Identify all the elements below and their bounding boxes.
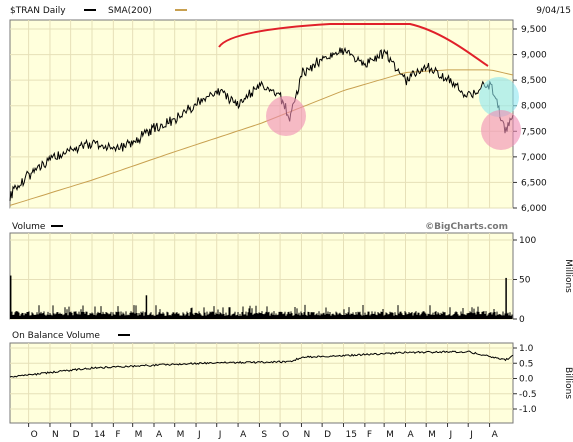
obv-tick-label: -1.0 (519, 405, 537, 415)
price-line (9, 46, 514, 201)
x-tick-label: M (386, 430, 394, 440)
x-tick-label: S (261, 430, 267, 440)
x-tick-label: 14 (94, 430, 106, 440)
obv-tick-label: -0.5 (519, 390, 537, 400)
price-tick-label: 7,500 (521, 127, 547, 137)
price-tick-label: 9,500 (521, 25, 547, 35)
obv-tick-label: 0.5 (519, 359, 533, 369)
volume-title: Volume (12, 222, 46, 232)
x-axis: O N D 14 F M A M J J A S O N D 15 F M A M J J A (28, 423, 499, 440)
volume-panel (9, 232, 514, 320)
volume-bars (9, 275, 513, 319)
symbol-label: $TRAN Daily (10, 6, 66, 16)
x-tick-label: N (303, 430, 310, 440)
price-tick-label: 8,000 (521, 102, 547, 112)
price-tick-label: 6,500 (521, 178, 547, 188)
price-tick-label: 9,000 (521, 51, 547, 61)
x-tick-label: A (408, 430, 415, 440)
x-tick-label: J (197, 430, 201, 440)
price-tick-label: 7,000 (521, 153, 547, 163)
volume-tick-label: 50 (519, 276, 531, 286)
obv-y-axis: 1.0 0.5 0.0 -0.5 -1.0 (513, 344, 537, 415)
x-tick-label: 15 (345, 430, 356, 440)
x-tick-label: J (469, 430, 473, 440)
highlight-circle-oct (266, 96, 306, 136)
sma-label: SMA(200) (108, 6, 152, 16)
price-tick-label: 8,500 (521, 76, 547, 86)
x-tick-label: N (52, 430, 59, 440)
x-tick-label: M (428, 430, 436, 440)
price-y-axis: 9,500 9,000 8,500 8,000 7,500 7,000 6,500 6,000 (513, 25, 547, 214)
x-tick-label: D (73, 430, 80, 440)
obv-grid (10, 343, 513, 423)
x-tick-label: O (31, 430, 38, 440)
x-tick-label: F (115, 430, 120, 440)
price-panel (9, 19, 514, 209)
x-tick-label: F (367, 430, 372, 440)
x-tick-label: A (492, 430, 499, 440)
volume-tick-label: 0 (519, 315, 525, 325)
obv-tick-label: 0.0 (519, 375, 534, 385)
highlight-circle-aug-cyan (479, 77, 519, 117)
watermark: ©BigCharts.com (425, 222, 508, 232)
x-tick-label: M (135, 430, 143, 440)
obv-unit-label: Billions (563, 367, 573, 399)
volume-unit-label: Millions (563, 259, 573, 293)
volume-tick-label: 100 (519, 236, 536, 246)
x-tick-label: M (177, 430, 185, 440)
annotation-arc-line (218, 23, 489, 67)
price-tick-label: 6,000 (521, 204, 547, 214)
x-tick-label: J (218, 430, 222, 440)
obv-title: On Balance Volume (12, 331, 100, 341)
x-tick-label: J (449, 430, 453, 440)
highlight-circle-aug-pink (481, 110, 521, 150)
x-tick-label: D (324, 430, 331, 440)
x-tick-label: A (240, 430, 247, 440)
volume-y-axis: 100 50 0 (513, 236, 536, 325)
x-tick-label: A (156, 430, 163, 440)
obv-tick-label: 1.0 (519, 344, 534, 354)
obv-line (9, 350, 514, 378)
obv-panel (9, 342, 514, 424)
x-tick-label: O (282, 430, 289, 440)
header-date: 9/04/15 (536, 6, 571, 16)
